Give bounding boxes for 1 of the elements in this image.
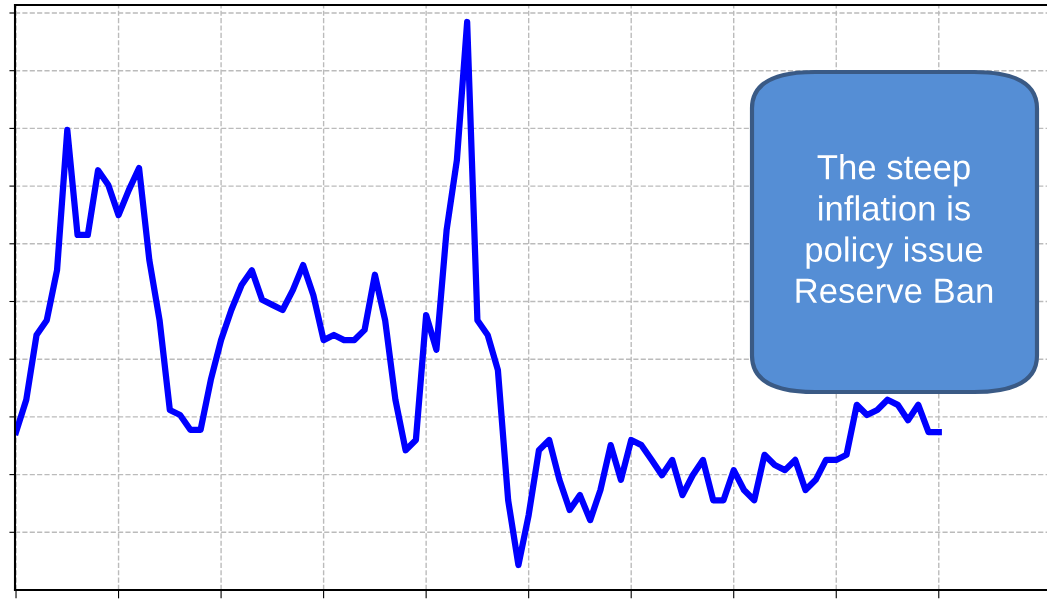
annotation: The steep inflation is policy issue Reserve Ban [796, 154, 993, 304]
